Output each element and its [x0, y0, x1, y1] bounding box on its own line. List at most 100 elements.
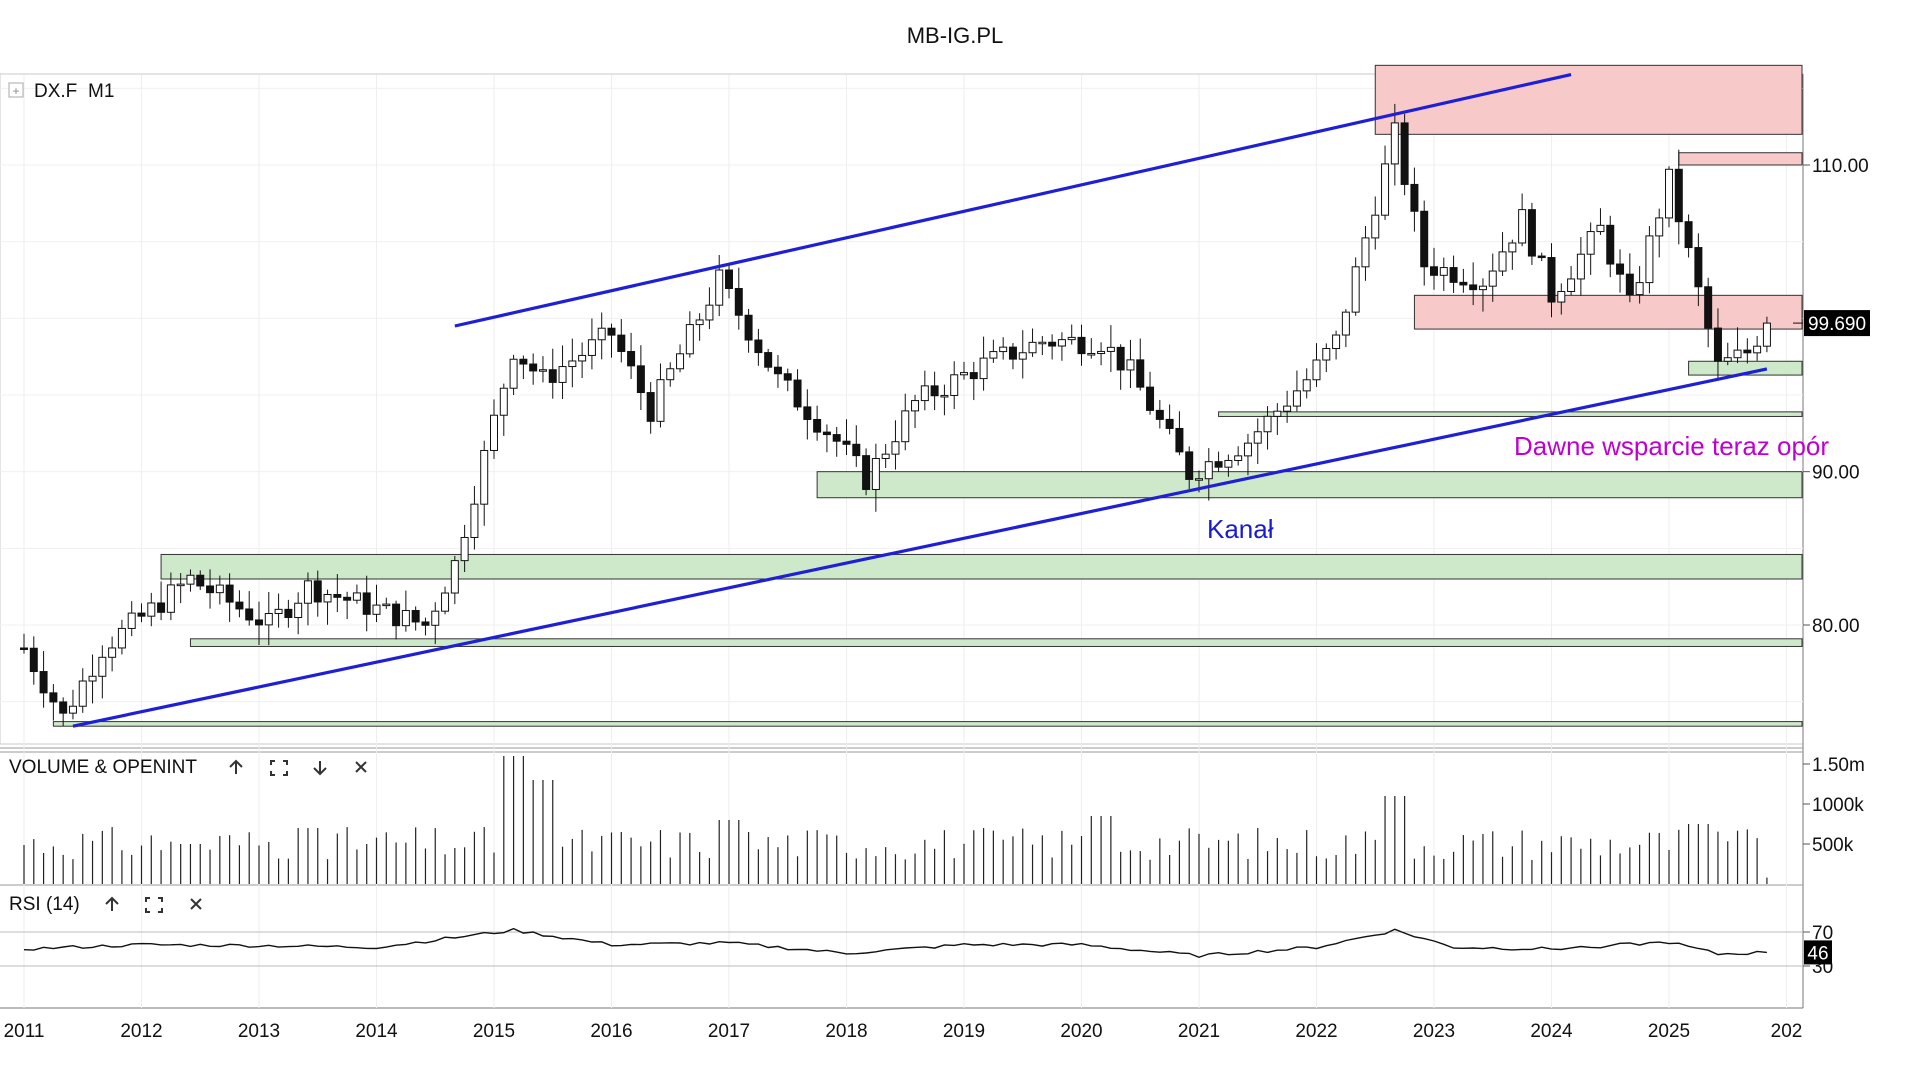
expand-icon[interactable] — [8, 82, 24, 98]
candle-up — [1067, 336, 1076, 341]
candle-down — [822, 431, 831, 436]
candle-up — [1381, 163, 1390, 216]
candle-down — [930, 385, 939, 397]
candle-up — [1665, 168, 1673, 219]
candle-down — [529, 363, 538, 372]
candle-down — [1674, 168, 1683, 223]
arrow-down-icon[interactable] — [313, 761, 327, 776]
close-icon[interactable] — [355, 761, 367, 773]
candle-down — [1684, 221, 1693, 249]
candle-up — [1498, 251, 1507, 272]
candle-up — [989, 351, 998, 359]
candle-down — [196, 574, 205, 587]
candle-up — [1753, 345, 1762, 354]
candle-down — [225, 584, 234, 603]
candle-down — [59, 701, 68, 714]
candle-down — [803, 406, 812, 420]
candle-up — [1733, 349, 1742, 359]
time-label: 2014 — [355, 1021, 398, 1042]
candle-up — [1635, 282, 1644, 296]
candle-down — [29, 647, 38, 673]
rsi-panel-title: RSI (14) — [9, 894, 80, 915]
candle-down — [783, 373, 792, 381]
candle-down — [1606, 224, 1615, 265]
candle-up — [1038, 341, 1047, 345]
candle-up — [1645, 235, 1654, 284]
candlestick-series — [20, 103, 1803, 727]
candle-up — [891, 441, 900, 455]
candle-down — [1469, 284, 1478, 291]
candle-up — [401, 609, 410, 627]
candle-up — [1106, 346, 1115, 352]
header-title: MB-IG.PL — [907, 23, 1004, 48]
rsi-current-value: 46 — [1807, 943, 1828, 964]
candle-up — [1361, 237, 1370, 268]
maximize-icon[interactable] — [145, 897, 163, 913]
candle-down — [734, 288, 743, 316]
candle-up — [147, 602, 156, 617]
candle-down — [519, 358, 528, 365]
candle-up — [960, 372, 968, 376]
candle-up — [920, 385, 929, 402]
rsi-line — [23, 927, 1767, 959]
symbol-label[interactable]: + DX.F M1 — [8, 81, 114, 102]
candle-up — [597, 327, 606, 341]
candle-up — [578, 354, 587, 362]
candle-up — [352, 592, 361, 601]
rsi-panel-controls — [105, 896, 202, 913]
candle-down — [1155, 409, 1164, 420]
maximize-icon[interactable] — [270, 760, 288, 776]
candle-down — [157, 602, 166, 613]
candle-up — [1518, 209, 1527, 244]
candle-down — [39, 671, 48, 694]
candle-down — [627, 350, 636, 367]
candle-up — [881, 453, 890, 460]
candle-down — [852, 443, 861, 457]
candle-down — [1048, 341, 1057, 347]
time-label: 2017 — [708, 1021, 750, 1042]
candle-up — [1508, 242, 1517, 253]
candle-up — [186, 574, 195, 585]
candle-up — [950, 374, 959, 396]
candle-up — [538, 369, 547, 372]
candle-down — [49, 692, 58, 703]
candle-down — [548, 369, 557, 383]
candle-down — [392, 603, 401, 627]
volume-panel-controls — [229, 759, 367, 776]
resistance-zone — [1678, 152, 1803, 166]
candle-up — [587, 339, 596, 356]
candle-down — [1704, 286, 1713, 329]
candle-up — [88, 675, 97, 682]
price-tick-label: 80.00 — [1812, 616, 1860, 637]
candle-up — [940, 394, 949, 398]
channel-line-lower — [72, 367, 1768, 728]
time-label: 202 — [1771, 1021, 1803, 1042]
candle-down — [1116, 346, 1125, 371]
arrow-up-icon[interactable] — [105, 896, 119, 911]
price-axis: 80.00 90.00 110.00 — [1803, 156, 1869, 637]
close-icon[interactable] — [190, 898, 202, 910]
time-label: 2012 — [120, 1021, 162, 1042]
candle-down — [1008, 346, 1017, 360]
candle-down — [725, 269, 733, 290]
candle-up — [1263, 415, 1272, 433]
candle-up — [68, 705, 77, 714]
candle-down — [1146, 386, 1155, 411]
candle-up — [1292, 390, 1301, 407]
candle-up — [215, 584, 224, 594]
candle-up — [1224, 459, 1233, 468]
candle-up — [1028, 341, 1037, 354]
candle-down — [1410, 183, 1419, 212]
candle-up — [568, 360, 577, 368]
candle-down — [1420, 210, 1429, 268]
symbol-name: DX.F — [34, 81, 77, 102]
candle-down — [1459, 281, 1468, 286]
time-label: 2016 — [590, 1021, 632, 1042]
arrow-up-icon[interactable] — [229, 759, 243, 774]
candle-down — [1400, 122, 1409, 185]
candle-up — [480, 449, 489, 505]
candle-down — [333, 594, 342, 598]
candle-up — [166, 584, 175, 613]
candle-up — [294, 602, 303, 619]
candle-down — [255, 619, 263, 626]
